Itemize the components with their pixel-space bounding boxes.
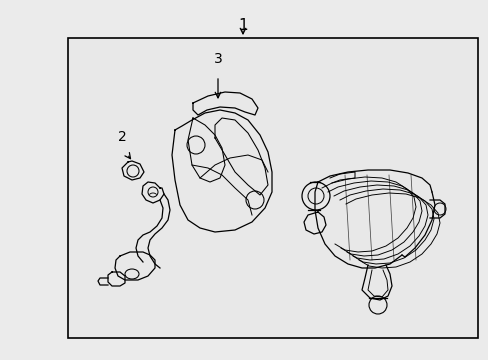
Bar	[68, 38, 477, 338]
Text: 1: 1	[238, 18, 247, 33]
Text: 3: 3	[213, 52, 222, 66]
Text: 2: 2	[118, 130, 126, 144]
